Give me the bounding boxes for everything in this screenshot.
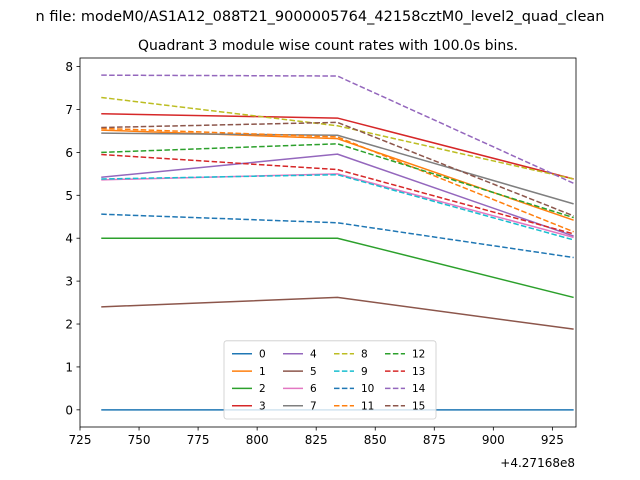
series-lines	[101, 74, 574, 411]
y-tick-label: 8	[65, 60, 73, 74]
x-tick-label: 850	[364, 433, 387, 447]
legend-label-6: 6	[310, 383, 317, 395]
legend-label-1: 1	[259, 366, 266, 378]
series-line-8	[101, 96, 574, 180]
legend-label-2: 2	[259, 383, 266, 395]
x-tick-label: 825	[305, 433, 328, 447]
y-tick-label: 2	[65, 318, 73, 332]
series-line-9	[101, 173, 574, 241]
legend-label-7: 7	[310, 401, 317, 413]
series-line-1	[101, 129, 574, 221]
x-tick-label: 750	[128, 433, 151, 447]
x-tick-label: 875	[423, 433, 446, 447]
legend-label-13: 13	[412, 366, 425, 378]
y-tick-label: 1	[65, 360, 73, 374]
figure-suptitle: n file: modeM0/AS1A12_088T21_9000005764_…	[36, 9, 605, 25]
legend-label-0: 0	[259, 349, 266, 361]
series-line-13	[101, 153, 574, 235]
series-line-10	[101, 213, 574, 259]
axes-frame	[79, 57, 577, 428]
y-tick-label: 0	[65, 403, 73, 417]
series-line-11	[101, 127, 574, 233]
y-tick-label: 7	[65, 103, 73, 117]
legend-label-8: 8	[361, 349, 368, 361]
series-line-6	[101, 173, 574, 239]
y-tick-label: 6	[65, 146, 73, 160]
y-tick-label: 5	[65, 189, 73, 203]
x-tick-label: 775	[187, 433, 210, 447]
series-line-4	[101, 153, 574, 237]
legend-label-10: 10	[361, 383, 374, 395]
series-line-2	[101, 237, 574, 299]
x-tick-label: 925	[541, 433, 564, 447]
y-tick-label: 3	[65, 275, 73, 289]
x-tick-label: 725	[69, 433, 92, 447]
legend-label-12: 12	[412, 349, 425, 361]
series-line-15	[101, 121, 574, 217]
legend-label-5: 5	[310, 366, 317, 378]
series-line-3	[101, 113, 574, 180]
legend-box	[223, 340, 437, 420]
legend-label-3: 3	[259, 401, 266, 413]
chart-title: Quadrant 3 module wise count rates with …	[138, 38, 518, 54]
legend-label-14: 14	[412, 383, 426, 395]
x-tick-label: 800	[246, 433, 269, 447]
x-offset-text: +4.27168e8	[500, 456, 575, 470]
legend-label-15: 15	[412, 401, 425, 413]
legend-label-9: 9	[361, 366, 368, 378]
x-tick-label: 900	[482, 433, 505, 447]
series-line-7	[101, 132, 574, 205]
legend-label-11: 11	[361, 401, 374, 413]
y-tick-label: 4	[65, 232, 73, 246]
series-line-5	[101, 296, 574, 330]
legend-label-4: 4	[310, 349, 317, 361]
